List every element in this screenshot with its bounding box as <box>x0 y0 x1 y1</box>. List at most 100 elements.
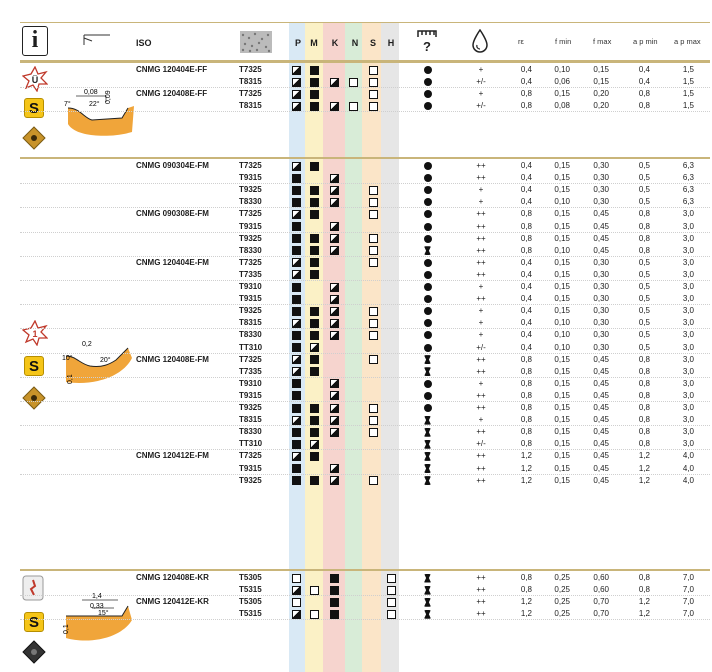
table-row[interactable]: T5315 ++ 0,8 0,25 0,60 0,8 7,0 <box>20 584 710 597</box>
table-row[interactable]: CNMG 120408E-FF T7325 +0,8 0,15 0,20 0,8 1,5 <box>20 88 710 100</box>
table-row[interactable]: T9315 ++ 0,4 0,15 0,30 0,5 6,3 <box>20 172 710 185</box>
param-fmin: 0,15 <box>554 173 570 183</box>
param-fmax: 0,45 <box>593 209 609 219</box>
svg-text:1: 1 <box>32 329 37 339</box>
suitability-k-half <box>330 173 339 183</box>
param-apmax: 1,5 <box>682 101 694 111</box>
table-row[interactable]: T9325 ++ 0,8 0,15 0,45 0,8 3,0 <box>20 233 710 245</box>
table-row[interactable]: T9325 ++ 0,8 0,15 0,45 0,8 3,0 <box>20 402 710 414</box>
suitability-p-half <box>292 585 301 595</box>
suitability-s-empty <box>369 197 378 207</box>
iso-code: CNMG 120408E-FM <box>136 354 209 364</box>
table-row[interactable]: T9310 +0,4 0,15 0,30 0,5 3,0 <box>20 281 710 293</box>
param-fmax: 0,70 <box>593 597 609 607</box>
suitability-s-empty <box>369 476 378 486</box>
param-fmin: 0,25 <box>554 609 570 619</box>
param-fmin: 0,15 <box>554 463 570 473</box>
chipbreaker-geometry-fm: 0,2 10° 20° 0,1 <box>62 341 132 384</box>
param-fmax: 0,30 <box>593 282 609 291</box>
param-apmax: 3,0 <box>682 306 694 316</box>
table-row[interactable]: T8330 +0,4 0,10 0,30 0,5 6,3 <box>20 196 710 209</box>
suitability-m-half <box>310 343 319 352</box>
suitability-k-half <box>330 318 339 328</box>
suitability-p-half <box>292 65 301 75</box>
table-row[interactable]: CNMG 090308E-FM T7325 ++ 0,8 0,15 0,45 0,8 3,0 <box>20 208 710 220</box>
param-fmin: 0,08 <box>554 101 570 111</box>
param-apmax: 1,5 <box>682 89 694 99</box>
suitability-p-full <box>292 476 301 486</box>
param-apmax: 1,5 <box>682 77 694 87</box>
suitability-s-empty <box>369 246 378 256</box>
suitability-k-full <box>330 585 339 595</box>
table-row[interactable]: CNMG 090304E-FM T7325 ++ 0,4 0,15 0,30 0,5 6,3 <box>20 160 710 172</box>
table-row[interactable]: CNMG 120408E-KR T5305 ++ 0,8 0,25 0,60 0,8 7,0 <box>20 572 710 584</box>
table-row[interactable]: T8315 +/- 0,4 0,06 0,15 0,4 1,5 <box>20 76 710 89</box>
suitability-s-empty <box>369 415 378 425</box>
param-apmax: 6,3 <box>682 173 694 183</box>
param-fmin: 0,15 <box>554 209 570 219</box>
table-row[interactable]: T5315 ++ 1,2 0,25 0,70 1,2 7,0 <box>20 608 710 621</box>
suitability-m-full <box>310 258 319 268</box>
coolant-rating: +/- <box>476 77 486 87</box>
suitability-m-half <box>310 439 319 449</box>
table-row[interactable]: T9315 ++ 0,8 0,15 0,45 0,8 3,0 <box>20 390 710 402</box>
param-apmin: 0,5 <box>638 185 650 195</box>
param-re: 0,8 <box>520 209 532 219</box>
geo-ff-0: 0,08 <box>84 89 98 96</box>
grade-code: T7325 <box>239 451 262 461</box>
param-fmin: 0,15 <box>554 233 570 243</box>
table-row[interactable]: T9315 ++ 0,8 0,15 0,45 0,8 3,0 <box>20 221 710 233</box>
param-re: 0,8 <box>520 427 532 437</box>
suitability-m-full <box>310 367 319 377</box>
suitability-k-full <box>330 597 339 607</box>
table-row[interactable]: TT310 +/- 0,8 0,15 0,45 0,8 3,0 <box>20 438 710 451</box>
table-row[interactable]: T7335 ++ 0,4 0,15 0,30 0,5 3,0 <box>20 269 710 281</box>
param-apmax: 4,0 <box>682 463 694 473</box>
header-apmin: a p min <box>633 37 658 46</box>
suitability-p-full <box>292 343 301 352</box>
param-apmin: 0,8 <box>638 101 650 111</box>
table-row[interactable]: T9325 +0,4 0,15 0,30 0,5 3,0 <box>20 305 710 317</box>
param-re: 0,8 <box>520 585 532 595</box>
param-re: 0,8 <box>520 403 532 412</box>
param-fmin: 0,15 <box>554 366 570 376</box>
application-dot-icon <box>424 222 432 231</box>
application-dot-icon <box>424 270 432 279</box>
table-row[interactable]: CNMG 120404E-FM T7325 ++ 0,4 0,15 0,30 0,5 3,0 <box>20 257 710 269</box>
table-row[interactable]: T9315 ++ 1,2 0,15 0,45 1,2 4,0 <box>20 463 710 475</box>
table-row[interactable]: CNMG 120412E-KR T5305 ++ 1,2 0,25 0,70 1,2 7,0 <box>20 596 710 608</box>
table-row[interactable]: CNMG 120408E-FM T7325 ++ 0,8 0,15 0,45 0,8 3,0 <box>20 354 710 366</box>
param-re: 0,8 <box>520 245 532 255</box>
table-row[interactable]: T8315 +0,8 0,15 0,45 0,8 3,0 <box>20 414 710 427</box>
table-row[interactable]: T8330 ++ 0,8 0,10 0,45 0,8 3,0 <box>20 245 710 257</box>
suitability-p-full <box>292 246 301 256</box>
coolant-rating: + <box>478 282 484 291</box>
table-row[interactable]: T8315 +0,4 0,10 0,30 0,5 3,0 <box>20 317 710 330</box>
suitability-k-half <box>330 294 339 304</box>
grade-code: T7325 <box>239 257 262 267</box>
table-row[interactable]: CNMG 120412E-FM T7325 ++ 1,2 0,15 0,45 1,2 4,0 <box>20 450 710 462</box>
header-material-s: S <box>369 38 376 48</box>
application-double-icon <box>424 585 431 595</box>
table-row[interactable]: T9325 +0,4 0,15 0,30 0,5 6,3 <box>20 184 710 196</box>
geo-kr-1: 0,33 <box>90 603 104 610</box>
table-row[interactable]: T9315 ++ 0,4 0,15 0,30 0,5 3,0 <box>20 293 710 306</box>
iso-code: CNMG 090304E-FM <box>136 161 209 170</box>
table-row[interactable]: TT310 +/- 0,4 0,10 0,30 0,5 3,0 <box>20 342 710 354</box>
application-dot-icon <box>424 283 432 291</box>
table-row[interactable]: T9325 ++ 1,2 0,15 0,45 1,2 4,0 <box>20 475 710 487</box>
grade-texture-icon <box>240 31 272 53</box>
table-row[interactable]: T9310 +0,8 0,15 0,45 0,8 3,0 <box>20 378 710 390</box>
table-row[interactable]: T8315 +/- 0,8 0,08 0,20 0,8 1,5 <box>20 100 710 113</box>
grade-code: T7325 <box>239 354 262 364</box>
table-row[interactable]: T7335 ++ 0,8 0,15 0,45 0,8 3,0 <box>20 366 710 378</box>
table-row[interactable]: CNMG 120404E-FF T7325 +0,4 0,10 0,15 0,4 1,5 <box>20 64 710 76</box>
table-row[interactable]: T8330 ++ 0,8 0,15 0,45 0,8 3,0 <box>20 426 710 438</box>
coolant-rating: + <box>478 415 484 425</box>
param-apmax: 3,0 <box>682 257 694 267</box>
header-material-k: K <box>331 38 339 48</box>
table-row[interactable]: T8330 +0,4 0,10 0,30 0,5 3,0 <box>20 329 710 341</box>
param-re: 0,4 <box>520 197 532 207</box>
application-double-icon <box>424 367 431 377</box>
param-apmax: 3,0 <box>682 221 694 231</box>
